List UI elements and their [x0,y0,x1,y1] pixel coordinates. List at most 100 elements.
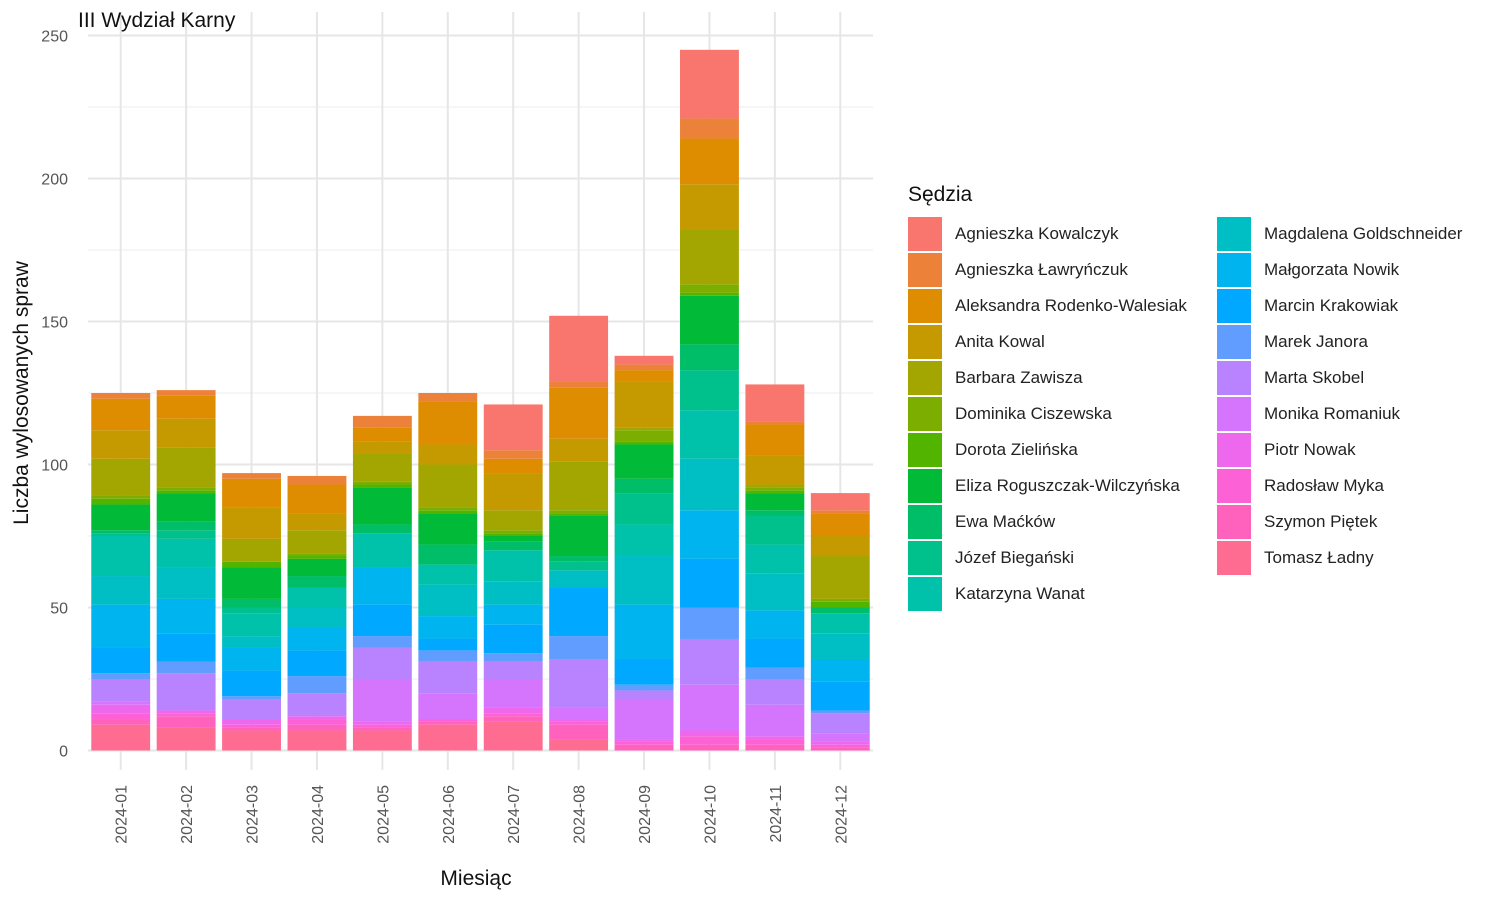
bar-segment [222,727,281,731]
bar-segment [222,613,281,637]
legend-label: Piotr Nowak [1264,440,1356,459]
x-tick-label: 2024-12 [833,785,850,844]
bar-segment [483,404,543,451]
bar-segment [810,607,870,614]
y-axis-ticks: 0 50 100 150 200 250 [41,29,68,761]
bar-segment [156,447,216,488]
bar-segment [810,601,870,608]
bar-segment [483,661,543,679]
bar-segment [810,741,870,745]
bar-segment [549,438,609,462]
bar-segment [810,658,870,682]
bar-segment [287,553,347,557]
legend-swatch [908,577,942,611]
bar-segment [810,598,870,602]
x-tick-label: 2024-05 [375,785,392,844]
bar-segment [549,724,609,740]
legend-swatch [1217,469,1251,503]
bar-segment [483,653,543,662]
bar-segment [352,724,412,728]
bar-segment [680,184,739,230]
bar-segment [549,513,609,516]
bar-stack-2024-03 [222,473,281,751]
bar-segment [549,561,609,571]
legend-item: Ewa Maćków [908,505,1055,539]
bar-segment [352,441,412,454]
x-tick-label: 2024-11 [768,785,785,843]
legend-label: Małgorzata Nowik [1264,260,1400,279]
bar-stack-2024-07 [483,404,543,751]
bar-segment [418,544,478,565]
bar-segment [91,719,151,725]
y-tick-label: 50 [50,601,68,618]
bar-segment [483,550,543,582]
bar-segment [352,647,412,679]
bar-segment [483,536,543,542]
bar-segment [549,315,609,382]
bar-segment [549,515,609,557]
legend-swatch [908,397,942,431]
bar-segment [614,370,674,382]
bar-segment [483,510,543,531]
bar-segment [222,636,281,648]
bar-segment [287,650,347,677]
legend-item: Agnieszka Kowalczyk [908,217,1118,251]
bar-segment [287,719,347,725]
legend-label: Agnieszka Kowalczyk [955,224,1119,243]
bar-segment [745,679,805,705]
legend-item: Dorota Zielińska [908,433,1078,467]
legend-label: Katarzyna Wanat [955,584,1085,603]
bar-segment [549,658,609,708]
bar-segment [680,558,739,608]
bar-segment [483,541,543,551]
bar-segment [91,713,151,720]
bar-segment [91,647,151,674]
legend-label: Monika Romaniuk [1264,404,1401,423]
legend-label: Eliza Roguszczak-Wilczyńska [955,476,1180,495]
bar-segment [680,49,739,119]
bar-segment [810,536,870,557]
legend-label: Anita Kowal [955,332,1045,351]
bar-segment [418,507,478,511]
bar-segment [549,387,609,439]
bar-segment [352,533,412,568]
bar-segment [745,667,805,679]
y-tick-label: 150 [41,315,68,332]
x-axis-ticks: 2024-01 2024-02 2024-03 2024-04 2024-05 2024-… [114,785,851,844]
bar-segment [418,616,478,639]
bar-segment [614,478,674,494]
bar-segment [156,538,216,568]
bar-segment [745,638,805,668]
legend-item: Józef Biegański [908,541,1074,575]
bar-segment [680,229,739,285]
bar-segment [287,730,347,751]
bar-segment [287,556,347,559]
legend-title: Sędzia [908,183,973,206]
legend-label: Józef Biegański [955,548,1075,567]
bar-segment [614,355,674,365]
bar-segment [156,493,216,522]
bar-segment [352,727,412,731]
bar-segment [222,696,281,700]
bar-segment [745,421,805,425]
bar-segment [614,441,674,445]
legend-label: Szymon Piętek [1264,512,1378,531]
bar-segment [614,690,674,700]
bar-segment [680,284,739,293]
bar-segment [156,567,216,599]
legend-swatch [908,361,942,395]
legend-swatch [1217,289,1251,323]
bar-segment [156,390,216,396]
legend-swatch [908,253,942,287]
bar-segment [745,487,805,491]
legend-item: Eliza Roguszczak-Wilczyńska [908,469,1180,503]
bar-segment [418,401,478,445]
bar-segment [91,530,151,534]
bar-segment [156,598,216,634]
x-tick-label: 2024-09 [637,785,654,844]
bar-segment [156,633,216,662]
legend-swatch [1217,541,1251,575]
legend-item: Piotr Nowak [1217,433,1356,467]
legend-swatch [908,325,942,359]
bar-segment [222,699,281,720]
